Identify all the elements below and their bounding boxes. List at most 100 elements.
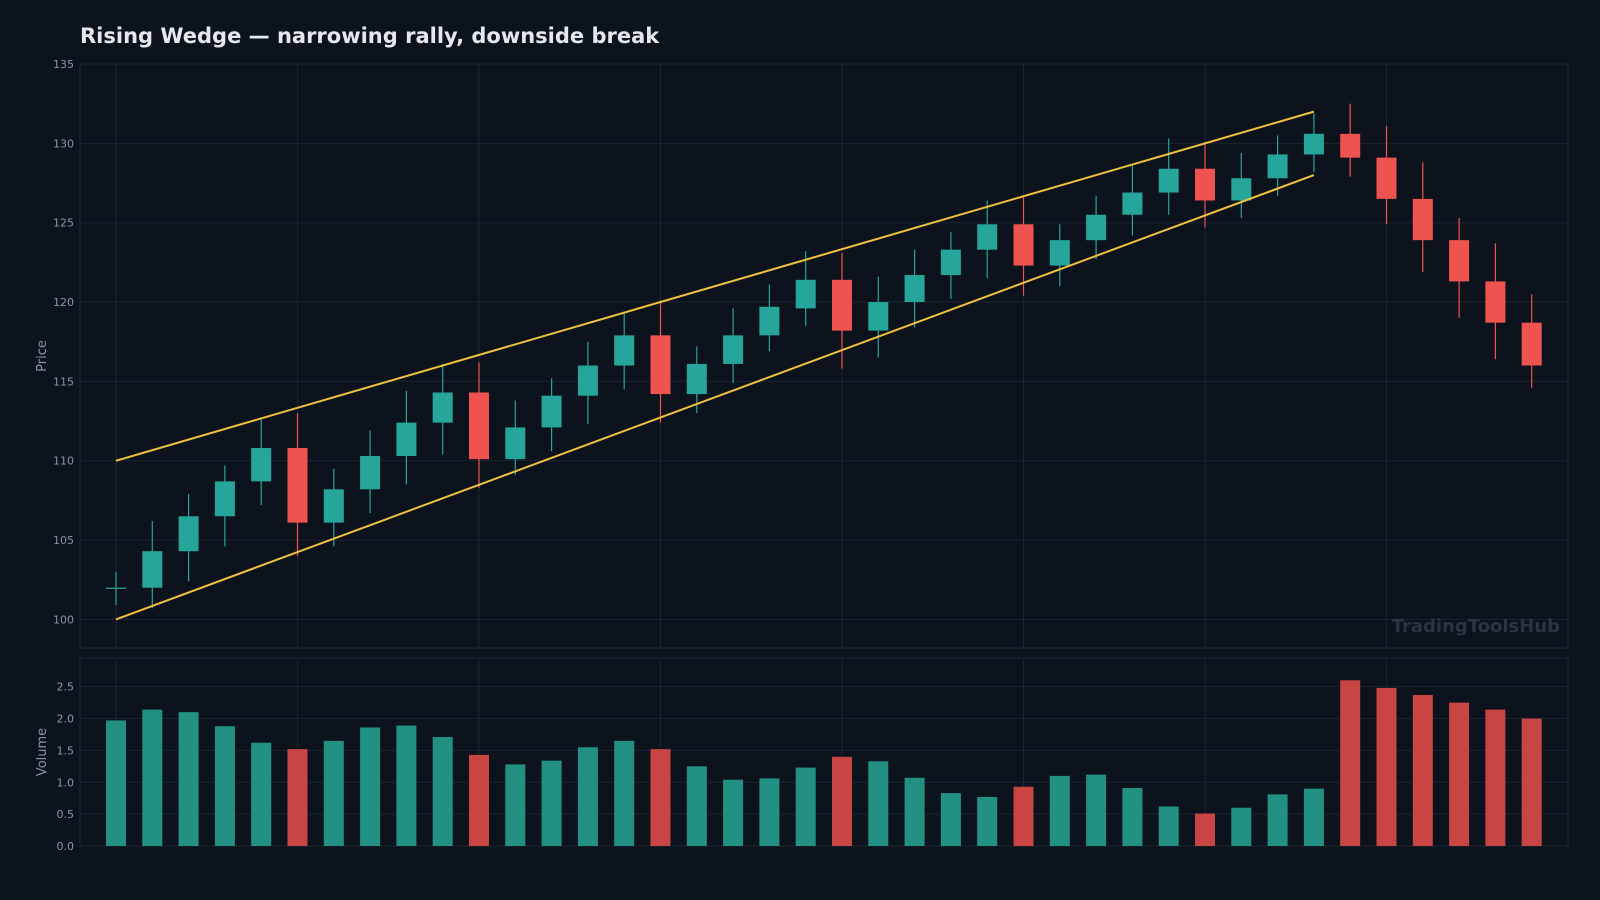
candle-body (1231, 178, 1252, 201)
candle (614, 311, 635, 390)
volume-bar (577, 747, 598, 846)
price-tick-label: 105 (53, 534, 74, 547)
candle-body (1449, 240, 1470, 282)
volume-bar (904, 777, 925, 846)
volume-tick-label: 1.0 (57, 776, 75, 789)
candle-body (1340, 133, 1361, 158)
volume-bar (214, 726, 235, 846)
candle-body (686, 363, 707, 395)
candle (1086, 195, 1107, 260)
candle-body (940, 249, 961, 276)
volume-tick-label: 0.0 (57, 840, 75, 853)
candle-body (287, 448, 308, 523)
candle-body (541, 395, 562, 428)
candle-body (1376, 157, 1397, 199)
candle-body (505, 427, 526, 460)
candle (1376, 125, 1397, 225)
volume-bar (1485, 709, 1506, 846)
volume-bar (1521, 718, 1542, 846)
candle (287, 413, 308, 556)
volume-axis-label: Volume (35, 728, 50, 776)
volume-bar (1376, 687, 1397, 846)
candle-body (759, 306, 780, 336)
volume-bar (868, 761, 889, 846)
candle-body (1086, 214, 1107, 241)
candle-body (1267, 154, 1288, 179)
candle (106, 571, 126, 606)
volume-bar (1195, 813, 1215, 846)
volume-bar (505, 764, 526, 846)
candle-body (1412, 198, 1433, 241)
watermark: TradingToolsHub (1392, 616, 1560, 637)
candle (1449, 217, 1470, 318)
candle (868, 276, 889, 358)
candle-body (178, 516, 199, 552)
volume-bar (1303, 788, 1324, 846)
price-tick-label: 130 (53, 137, 74, 150)
candle-body (251, 448, 272, 482)
volume-bar (178, 712, 199, 846)
volume-bar (614, 740, 635, 846)
candle-body (1122, 192, 1143, 215)
volume-bar (1122, 788, 1143, 846)
candle-body (323, 489, 344, 523)
candle (505, 400, 526, 476)
candle-body (1049, 240, 1070, 266)
price-tick-label: 110 (53, 455, 74, 468)
price-tick-label: 115 (53, 375, 74, 388)
volume-bar (360, 727, 381, 846)
candle (251, 419, 272, 506)
price-tick-label: 120 (53, 296, 74, 309)
candle (1158, 138, 1179, 215)
volume-bar (1158, 806, 1179, 846)
candle-body (469, 392, 489, 460)
candle-body (432, 392, 453, 423)
wedge-upper-line (115, 110, 1315, 462)
candle-body (1013, 224, 1034, 266)
volume-tick-label: 2.0 (57, 713, 75, 726)
volume-bar (1449, 702, 1470, 846)
candle-body (1485, 281, 1506, 323)
candle (795, 251, 816, 326)
candle-body (832, 279, 852, 331)
candle-body (142, 551, 163, 588)
candle-body (904, 275, 925, 303)
volume-tick-label: 0.5 (57, 808, 75, 821)
candle (686, 346, 707, 414)
wedge-lower-line (115, 174, 1315, 621)
candle (214, 465, 235, 547)
volume-bar (106, 720, 126, 846)
volume-bar (142, 709, 163, 846)
volume-bar (287, 749, 308, 846)
candle (323, 468, 344, 547)
price-tick-label: 125 (53, 217, 74, 230)
candle (1412, 162, 1433, 272)
candle-body (360, 455, 381, 490)
candle (142, 521, 163, 609)
candle (469, 362, 489, 488)
volume-bar (795, 767, 816, 846)
volume-bar (686, 766, 707, 846)
candle (1231, 152, 1252, 218)
candle (432, 363, 453, 455)
candle-body (577, 365, 598, 396)
volume-bar (1340, 680, 1361, 846)
candle (1013, 197, 1034, 296)
candle-body (650, 335, 671, 395)
volume-tick-label: 1.5 (57, 744, 75, 757)
candle (577, 341, 598, 425)
candle (1122, 165, 1143, 236)
price-tick-label: 100 (53, 613, 74, 626)
candle (940, 232, 961, 299)
chart-title: Rising Wedge — narrowing rally, downside… (80, 24, 660, 48)
candle (1195, 141, 1215, 228)
candle (1267, 135, 1288, 196)
volume-bar (323, 740, 344, 846)
volume-bar (832, 756, 852, 846)
candle (832, 252, 852, 369)
volume-bar (1231, 807, 1252, 846)
candle (396, 390, 417, 485)
price-tick-label: 135 (53, 58, 74, 71)
